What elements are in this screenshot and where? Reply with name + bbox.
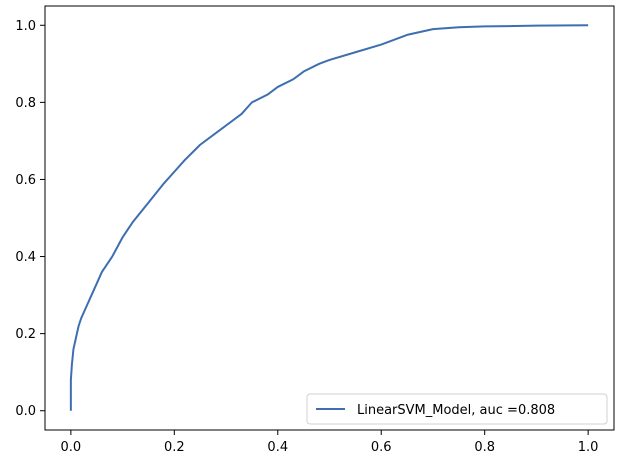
x-tick-label: 0.0 xyxy=(61,440,82,455)
y-tick-label: 0.8 xyxy=(15,96,36,111)
y-tick-label: 0.4 xyxy=(15,250,36,265)
x-tick-label: 0.2 xyxy=(164,440,185,455)
x-tick-label: 1.0 xyxy=(578,440,599,455)
y-tick-label: 0.2 xyxy=(15,327,36,342)
x-tick-label: 0.6 xyxy=(371,440,392,455)
legend: LinearSVM_Model, auc =0.808 xyxy=(306,393,608,425)
legend-box xyxy=(306,393,608,425)
roc-curve-line xyxy=(69,24,589,411)
x-tick-label: 0.8 xyxy=(474,440,495,455)
y-axis-ticks: 0.0 0.2 0.4 0.6 0.8 1.0 xyxy=(15,19,45,419)
y-tick-label: 1.0 xyxy=(15,19,36,34)
y-tick-label: 0.6 xyxy=(15,173,36,188)
plot-area xyxy=(44,5,615,431)
series-lines xyxy=(69,24,589,411)
legend-label: LinearSVM_Model, auc =0.808 xyxy=(357,403,555,418)
x-axis-ticks: 0.0 0.2 0.4 0.6 0.8 1.0 xyxy=(61,430,599,455)
y-tick-label: 0.0 xyxy=(15,404,36,419)
x-tick-label: 0.4 xyxy=(267,440,288,455)
